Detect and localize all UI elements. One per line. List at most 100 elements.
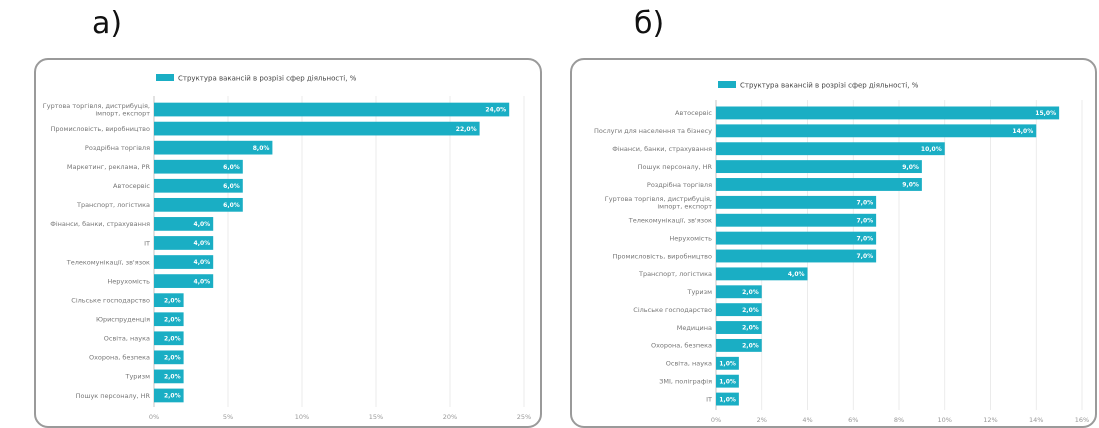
bar bbox=[154, 388, 184, 403]
category-label: Гуртова торгівля, дистрибуція, bbox=[43, 102, 150, 110]
legend-label: Структура вакансій в розрізі сфер діяльн… bbox=[178, 75, 357, 83]
bar bbox=[716, 285, 762, 299]
x-tick-label: 10% bbox=[938, 416, 952, 424]
x-tick-label: 25% bbox=[517, 413, 531, 421]
bar-value-label: 2,0% bbox=[742, 343, 759, 350]
bar-value-label: 1,0% bbox=[719, 396, 736, 403]
bar bbox=[154, 274, 214, 288]
category-label: Освіта, наука bbox=[104, 335, 150, 343]
chart-b-svg: Структура вакансій в розрізі сфер діяльн… bbox=[594, 81, 1089, 424]
category-label: Туризм bbox=[686, 288, 712, 296]
x-tick-label: 14% bbox=[1029, 416, 1043, 424]
x-tick-label: 6% bbox=[848, 416, 858, 424]
category-label: ЗМІ, поліграфія bbox=[659, 377, 712, 385]
x-tick-label: 20% bbox=[443, 413, 457, 421]
x-tick-label: 0% bbox=[149, 413, 159, 421]
category-label: IT bbox=[144, 239, 150, 247]
bar bbox=[716, 160, 922, 174]
x-tick-label: 10% bbox=[295, 413, 309, 421]
bar-value-label: 7,0% bbox=[856, 217, 873, 224]
legend-label: Структура вакансій в розрізі сфер діяльн… bbox=[740, 82, 919, 90]
category-label: Промисловість, виробництво bbox=[51, 125, 150, 133]
bar-value-label: 14,0% bbox=[1012, 128, 1033, 135]
category-label: Освіта, наука bbox=[666, 360, 712, 368]
category-label: Пошук персоналу, HR bbox=[76, 392, 151, 400]
bar-value-label: 4,0% bbox=[194, 240, 211, 247]
bar-value-label: 7,0% bbox=[856, 253, 873, 260]
bar-value-label: 2,0% bbox=[164, 316, 181, 323]
category-label: Гуртова торгівля, дистрибуція, bbox=[605, 195, 712, 203]
bar bbox=[154, 350, 184, 365]
bar bbox=[716, 392, 739, 406]
bar bbox=[154, 121, 480, 136]
legend: Структура вакансій в розрізі сфер діяльн… bbox=[718, 81, 919, 90]
category-label: імпорт, експорт bbox=[95, 110, 150, 118]
bar bbox=[716, 374, 739, 388]
category-label: Автосервіс bbox=[675, 109, 712, 117]
bar-value-label: 2,0% bbox=[164, 393, 181, 400]
bar-value-label: 2,0% bbox=[164, 297, 181, 304]
category-label: Маркетинг, реклама, PR bbox=[67, 163, 151, 171]
bar-value-label: 6,0% bbox=[223, 183, 240, 190]
bar bbox=[716, 178, 922, 191]
x-tick-label: 16% bbox=[1075, 416, 1089, 424]
bar-value-label: 4,0% bbox=[194, 259, 211, 266]
bar bbox=[154, 293, 184, 308]
legend-swatch bbox=[156, 74, 174, 81]
legend: Структура вакансій в розрізі сфер діяльн… bbox=[156, 74, 357, 83]
bar bbox=[716, 249, 877, 263]
bar-value-label: 24,0% bbox=[485, 107, 506, 114]
category-label: Охорона, безпека bbox=[89, 354, 150, 362]
category-label: Автосервіс bbox=[113, 182, 150, 190]
bar bbox=[154, 197, 243, 212]
bar-value-label: 1,0% bbox=[719, 378, 736, 385]
bar bbox=[716, 142, 945, 156]
category-label: Фінанси, банки, страхування bbox=[612, 145, 712, 153]
bar bbox=[716, 195, 877, 209]
bar bbox=[154, 178, 243, 193]
category-label: Послуги для населення та бізнесу bbox=[594, 127, 712, 135]
category-label: Промисловість, виробництво bbox=[613, 252, 712, 260]
bar-value-label: 8,0% bbox=[253, 145, 270, 152]
bar bbox=[154, 255, 214, 269]
category-label: Сільське господарство bbox=[633, 306, 712, 314]
category-label: Телекомунікації, зв'язок bbox=[628, 217, 712, 225]
bar bbox=[154, 102, 510, 117]
chart-panel-b: Структура вакансій в розрізі сфер діяльн… bbox=[570, 58, 1097, 428]
bar-value-label: 1,0% bbox=[719, 360, 736, 367]
category-label: Охорона, безпека bbox=[651, 342, 712, 350]
bar-value-label: 7,0% bbox=[856, 235, 873, 242]
category-label: Фінанси, банки, страхування bbox=[50, 220, 150, 228]
bar bbox=[154, 140, 273, 155]
bar-value-label: 2,0% bbox=[164, 374, 181, 381]
category-label: Транспорт, логістика bbox=[638, 270, 712, 278]
bar-value-label: 2,0% bbox=[742, 289, 759, 296]
bar-value-label: 10,0% bbox=[921, 146, 942, 153]
panel-b-letter: б) bbox=[634, 6, 665, 41]
x-tick-label: 5% bbox=[223, 413, 233, 421]
category-label: Нерухомість bbox=[669, 234, 712, 242]
category-label: Юриспруденція bbox=[96, 316, 150, 324]
chart-panel-a: Структура вакансій в розрізі сфер діяльн… bbox=[34, 58, 542, 428]
category-label: Телекомунікації, зв'язок bbox=[66, 258, 150, 266]
chart-a-svg: Структура вакансій в розрізі сфер діяльн… bbox=[43, 74, 531, 421]
category-label: імпорт, експорт bbox=[657, 202, 712, 210]
bar-value-label: 9,0% bbox=[902, 164, 919, 171]
category-label: Роздрібна торгівля bbox=[85, 144, 150, 152]
bar-value-label: 7,0% bbox=[856, 200, 873, 207]
bar bbox=[154, 369, 184, 384]
bar-value-label: 2,0% bbox=[164, 355, 181, 362]
bar bbox=[716, 106, 1060, 120]
x-tick-label: 0% bbox=[711, 416, 721, 424]
bar bbox=[154, 236, 214, 250]
category-label: Сільське господарство bbox=[71, 296, 150, 304]
bar bbox=[716, 213, 877, 227]
bar-value-label: 4,0% bbox=[788, 271, 805, 278]
bar bbox=[154, 159, 243, 174]
bar bbox=[154, 312, 184, 327]
bar bbox=[716, 356, 739, 370]
category-label: Туризм bbox=[124, 373, 150, 381]
x-tick-label: 4% bbox=[802, 416, 812, 424]
category-label: Медицина bbox=[677, 324, 712, 332]
bar-value-label: 6,0% bbox=[223, 164, 240, 171]
